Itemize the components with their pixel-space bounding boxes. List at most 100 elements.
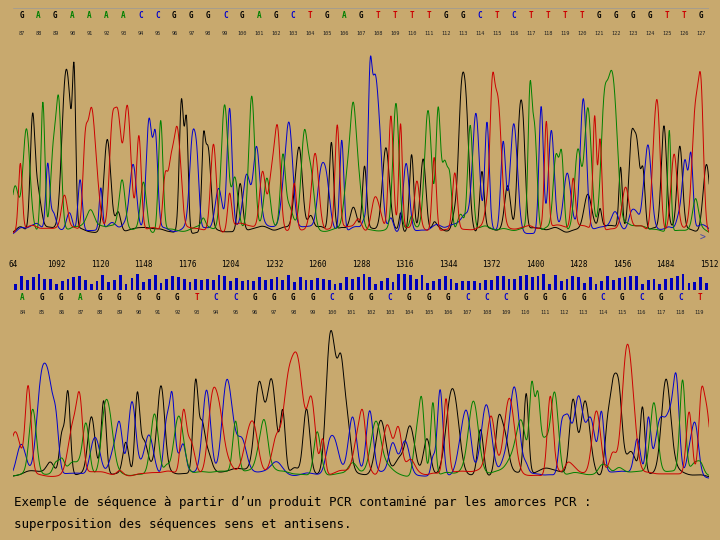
Text: G: G (444, 11, 449, 20)
Text: 95: 95 (233, 309, 238, 315)
Bar (217, 275, 220, 290)
Text: G: G (523, 293, 528, 302)
Bar (61, 281, 63, 290)
Bar (264, 280, 266, 290)
Text: G: G (19, 11, 24, 20)
Text: 96: 96 (251, 309, 258, 315)
Text: 96: 96 (171, 31, 177, 36)
Bar (508, 279, 510, 290)
Bar (641, 284, 644, 290)
Bar (310, 280, 313, 290)
Text: G: G (562, 293, 567, 302)
Text: 1232: 1232 (265, 260, 283, 269)
Text: 1512: 1512 (700, 260, 719, 269)
Bar (403, 274, 406, 290)
Text: 116: 116 (636, 309, 646, 315)
Text: 1204: 1204 (221, 260, 240, 269)
Text: 104: 104 (305, 31, 315, 36)
Bar (473, 281, 476, 290)
Text: G: G (271, 293, 276, 302)
Bar (572, 276, 575, 290)
Text: T: T (580, 11, 584, 20)
Text: 106: 106 (444, 309, 453, 315)
Text: T: T (546, 11, 550, 20)
Text: G: G (117, 293, 122, 302)
Text: 107: 107 (463, 309, 472, 315)
Bar (351, 279, 354, 290)
Text: G: G (98, 293, 102, 302)
Text: G: G (240, 11, 245, 20)
Bar (392, 282, 395, 290)
Text: G: G (349, 293, 354, 302)
Text: 110: 110 (408, 31, 417, 36)
Text: G: G (369, 293, 373, 302)
Text: 98: 98 (205, 31, 212, 36)
Text: 1120: 1120 (91, 260, 109, 269)
Bar (113, 280, 116, 290)
Text: 98: 98 (290, 309, 297, 315)
Bar (485, 280, 487, 290)
Bar (200, 280, 203, 290)
Text: C: C (485, 293, 489, 302)
Text: 119: 119 (695, 309, 704, 315)
Bar (363, 274, 365, 290)
Bar (449, 279, 452, 290)
Bar (635, 276, 638, 290)
Bar (49, 279, 52, 290)
Bar (629, 275, 632, 290)
Text: A: A (257, 11, 261, 20)
Text: C: C (155, 11, 160, 20)
Text: 112: 112 (559, 309, 569, 315)
Bar (653, 279, 655, 290)
Text: G: G (446, 293, 451, 302)
Bar (20, 276, 23, 290)
Text: 84: 84 (19, 309, 26, 315)
Text: 92: 92 (103, 31, 109, 36)
Text: 123: 123 (628, 31, 637, 36)
Text: T: T (392, 11, 397, 20)
Bar (287, 275, 290, 290)
Text: 95: 95 (154, 31, 161, 36)
Bar (90, 284, 93, 290)
Text: T: T (528, 11, 534, 20)
Bar (26, 280, 29, 290)
Bar (235, 278, 238, 290)
Bar (386, 278, 389, 290)
Text: 115: 115 (492, 31, 502, 36)
Bar (177, 277, 180, 290)
Bar (705, 283, 708, 290)
Bar (229, 281, 232, 290)
Bar (600, 281, 603, 290)
Text: G: G (426, 293, 431, 302)
Text: A: A (78, 293, 83, 302)
Text: A: A (87, 11, 91, 20)
Text: T: T (681, 11, 686, 20)
Text: A: A (104, 11, 109, 20)
Bar (554, 275, 557, 290)
Text: 107: 107 (356, 31, 366, 36)
Text: 102: 102 (271, 31, 281, 36)
Bar (102, 275, 104, 290)
Bar (496, 276, 499, 290)
Text: 101: 101 (254, 31, 264, 36)
Bar (409, 275, 412, 290)
Bar (415, 279, 418, 290)
Text: 108: 108 (374, 31, 383, 36)
Bar (67, 279, 69, 290)
Text: T: T (410, 11, 414, 20)
Text: G: G (596, 11, 601, 20)
Bar (171, 276, 174, 290)
Text: 89: 89 (116, 309, 122, 315)
Bar (693, 282, 696, 290)
Bar (84, 280, 87, 290)
Bar (462, 281, 464, 290)
Text: 126: 126 (679, 31, 688, 36)
Bar (189, 282, 192, 290)
Text: 99: 99 (310, 309, 316, 315)
Text: T: T (194, 293, 199, 302)
Text: 117: 117 (656, 309, 665, 315)
Text: Exemple de séquence à partir d’un produit PCR contaminé par les amorces PCR :: Exemple de séquence à partir d’un produi… (14, 496, 592, 509)
Text: 118: 118 (543, 31, 552, 36)
Bar (519, 276, 522, 290)
Bar (223, 276, 226, 290)
